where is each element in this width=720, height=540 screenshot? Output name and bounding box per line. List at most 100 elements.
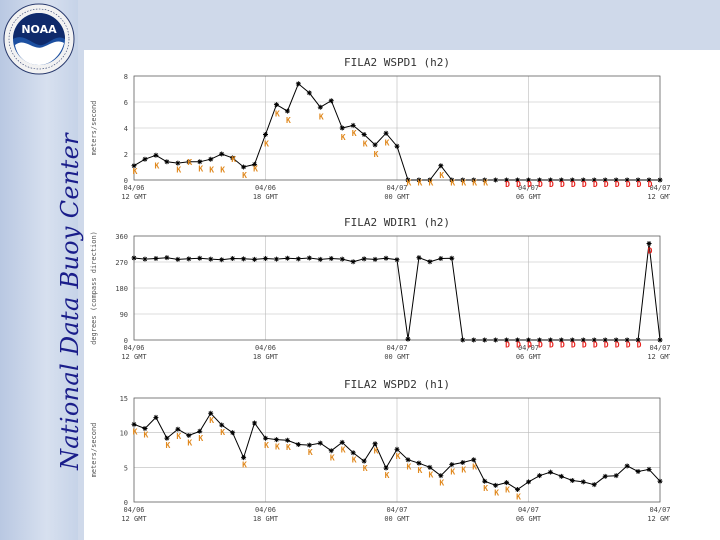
data-point bbox=[372, 256, 378, 262]
data-point bbox=[536, 473, 542, 479]
data-point bbox=[252, 161, 258, 167]
qc-flag: D bbox=[626, 180, 631, 189]
data-point bbox=[526, 337, 531, 343]
data-point bbox=[241, 164, 247, 170]
data-point bbox=[657, 478, 663, 484]
chart-title: FILA2 WSPD1 (h2) bbox=[344, 56, 450, 69]
qc-flag: K bbox=[209, 416, 214, 425]
qc-flag: D bbox=[505, 180, 510, 189]
y-tick-label: 8 bbox=[124, 73, 128, 81]
data-point bbox=[383, 255, 389, 261]
data-point bbox=[460, 337, 466, 343]
data-point bbox=[416, 460, 422, 466]
qc-flag: K bbox=[472, 179, 477, 188]
data-point bbox=[635, 177, 641, 183]
qc-flag: D bbox=[615, 180, 620, 189]
data-point bbox=[394, 446, 400, 452]
data-point bbox=[273, 256, 279, 262]
data-point bbox=[504, 337, 510, 343]
data-point bbox=[142, 156, 148, 162]
data-point bbox=[263, 435, 268, 441]
x-tick-label-date: 04/07 bbox=[518, 344, 539, 352]
data-point bbox=[613, 177, 619, 183]
data-point bbox=[569, 177, 575, 183]
data-point bbox=[493, 482, 499, 488]
data-point bbox=[306, 442, 312, 448]
y-tick-label: 360 bbox=[115, 233, 128, 241]
x-tick-label-time: 12 GMT bbox=[121, 353, 147, 361]
data-point bbox=[328, 448, 334, 454]
x-tick-label-time: 12 GMT bbox=[647, 193, 670, 201]
data-point bbox=[416, 255, 422, 261]
data-point bbox=[547, 177, 553, 183]
data-point bbox=[372, 142, 378, 148]
data-point bbox=[657, 177, 663, 183]
data-point bbox=[164, 159, 170, 165]
qc-flag: K bbox=[286, 443, 291, 452]
data-point bbox=[580, 177, 586, 183]
data-point bbox=[536, 337, 542, 343]
data-point bbox=[394, 257, 400, 263]
qc-flag: D bbox=[637, 340, 642, 349]
data-point bbox=[526, 177, 531, 183]
data-point bbox=[536, 177, 542, 183]
data-point bbox=[230, 155, 236, 161]
qc-flag: K bbox=[483, 484, 488, 493]
data-point bbox=[427, 464, 433, 470]
chart-panel-wdir1: FILA2 WDIR1 (h2) degrees (compass directi… bbox=[84, 210, 670, 372]
qc-flag: K bbox=[407, 463, 412, 472]
qc-flag: K bbox=[450, 467, 455, 476]
data-point bbox=[547, 337, 553, 343]
y-tick-label: 90 bbox=[120, 311, 128, 319]
data-point bbox=[197, 255, 203, 261]
data-point bbox=[460, 177, 466, 183]
data-point bbox=[613, 337, 619, 343]
data-point bbox=[591, 177, 597, 183]
data-point bbox=[558, 337, 564, 343]
noaa-logo: NOAA bbox=[3, 3, 75, 75]
data-point bbox=[591, 337, 597, 343]
qc-flag: D bbox=[527, 180, 532, 189]
x-tick-label-time: 12 GMT bbox=[647, 515, 670, 523]
data-point bbox=[580, 337, 586, 343]
qc-flag: D bbox=[593, 180, 598, 189]
qc-flag: D bbox=[582, 180, 587, 189]
data-point bbox=[208, 410, 214, 416]
vertical-title: National Data Buoy Center bbox=[56, 133, 84, 470]
data-point bbox=[164, 255, 170, 261]
qc-flag: K bbox=[363, 140, 368, 149]
data-point bbox=[460, 459, 466, 465]
qc-flag: K bbox=[472, 463, 477, 472]
qc-flag: K bbox=[450, 179, 455, 188]
data-point bbox=[350, 259, 356, 265]
qc-flag: K bbox=[407, 179, 412, 188]
data-point bbox=[427, 259, 433, 265]
data-point bbox=[263, 256, 268, 262]
qc-flag: K bbox=[396, 452, 401, 461]
data-point bbox=[339, 125, 345, 131]
x-tick-label-date: 04/07 bbox=[386, 344, 407, 352]
data-point bbox=[284, 255, 290, 261]
data-point bbox=[219, 151, 225, 157]
qc-flag: K bbox=[231, 155, 236, 164]
data-point bbox=[624, 337, 630, 343]
data-point bbox=[164, 435, 170, 441]
x-tick-label-time: 18 GMT bbox=[253, 353, 279, 361]
data-point bbox=[153, 256, 159, 262]
data-point bbox=[142, 256, 148, 262]
qc-flag: K bbox=[418, 466, 423, 475]
data-point bbox=[175, 160, 181, 166]
qc-flag: K bbox=[516, 492, 521, 501]
qc-flag: K bbox=[264, 441, 269, 450]
data-point bbox=[504, 177, 510, 183]
data-point bbox=[186, 159, 192, 165]
y-tick-label: 5 bbox=[124, 464, 128, 472]
data-point bbox=[317, 440, 323, 446]
qc-flag: K bbox=[308, 448, 313, 457]
x-tick-label-time: 00 GMT bbox=[384, 515, 410, 523]
data-point bbox=[208, 156, 214, 162]
qc-flag: D bbox=[516, 180, 521, 189]
wspd1-chart: FILA2 WSPD1 (h2)meters/second0246804/061… bbox=[90, 56, 670, 201]
data-point bbox=[263, 132, 268, 137]
plot-frame bbox=[133, 235, 661, 341]
